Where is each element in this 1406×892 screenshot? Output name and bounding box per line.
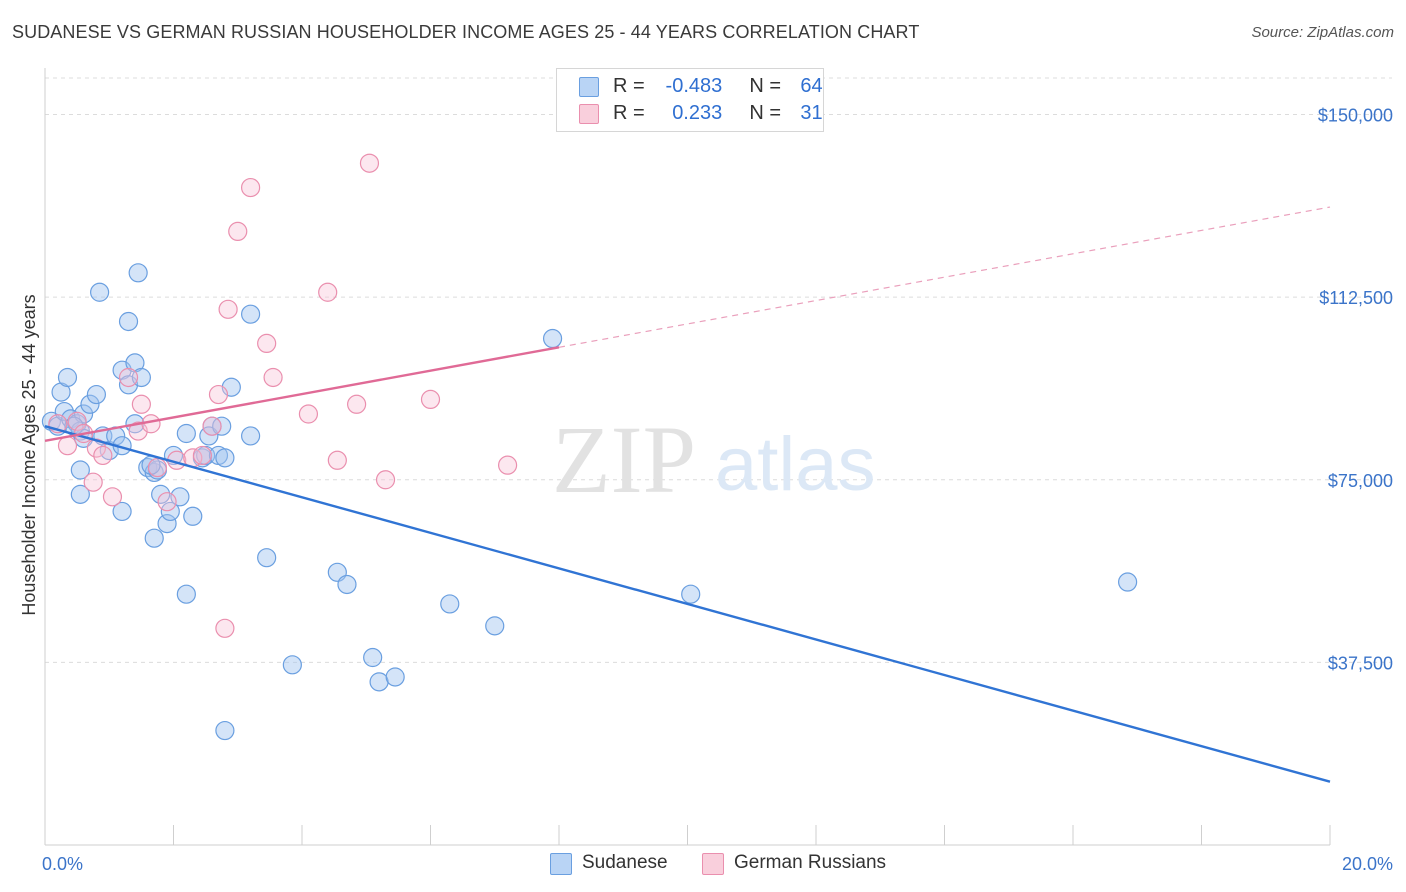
point-sudanese xyxy=(183,506,203,526)
legend-r-label: R = xyxy=(613,75,645,97)
point-sudanese xyxy=(241,304,261,324)
trend-line-german-russians xyxy=(44,346,560,442)
point-german-russians xyxy=(263,367,283,388)
point-sudanese xyxy=(681,584,701,604)
point-sudanese xyxy=(241,426,261,446)
point-sudanese xyxy=(80,394,100,414)
point-german-russians xyxy=(318,282,338,302)
point-german-russians xyxy=(208,384,229,405)
point-sudanese xyxy=(212,416,232,436)
legend-n-label: N = xyxy=(749,102,782,124)
trend-lines xyxy=(44,206,1331,783)
legend-r-label: R = xyxy=(613,102,645,124)
point-sudanese xyxy=(363,647,383,668)
correlation-legend: R = -0.483 N = 64 R = 0.233 N = 31 xyxy=(556,68,824,132)
point-german-russians xyxy=(118,367,139,388)
legend-swatch-german-russians xyxy=(579,104,599,124)
point-german-russians xyxy=(67,411,87,431)
series-label-sudanese: Sudanese xyxy=(582,852,668,873)
point-german-russians xyxy=(228,221,248,241)
y-tick-label: $112,500 xyxy=(1319,288,1393,308)
legend-swatch-sudanese xyxy=(579,77,599,97)
chart-title: SUDANESE VS GERMAN RUSSIAN HOUSEHOLDER I… xyxy=(12,22,920,42)
point-sudanese xyxy=(70,484,90,504)
y-tick-label: $75,000 xyxy=(1328,471,1393,491)
point-sudanese xyxy=(385,667,405,687)
point-german-russians xyxy=(347,394,367,414)
point-german-russians xyxy=(241,177,261,198)
point-sudanese xyxy=(485,616,505,636)
point-german-russians xyxy=(215,618,235,638)
axes xyxy=(44,68,1331,846)
point-sudanese xyxy=(70,460,90,480)
watermark: ZIP atlas xyxy=(552,406,876,513)
x-tick-label-end: 20.0% xyxy=(1342,854,1393,874)
point-german-russians xyxy=(327,450,347,470)
legend-n-label: N = xyxy=(749,75,782,97)
point-sudanese xyxy=(1118,572,1138,592)
point-sudanese xyxy=(54,401,74,422)
point-sudanese xyxy=(151,484,171,504)
point-german-russians xyxy=(57,436,78,456)
tick-labels: $37,500 $75,000 $112,500 $150,000 0.0% 20.0% xyxy=(42,106,1393,874)
legend-n-value-sudanese: 64 xyxy=(800,75,823,97)
point-sudanese xyxy=(369,672,389,692)
x-tick-label-start: 0.0% xyxy=(42,854,83,874)
point-german-russians xyxy=(218,299,238,319)
watermark-zip: ZIP xyxy=(552,406,696,513)
watermark-atlas: atlas xyxy=(715,422,876,507)
point-sudanese xyxy=(215,448,235,468)
legend-r-value-german-russians: 0.233 xyxy=(672,102,723,124)
point-sudanese xyxy=(542,328,563,349)
point-sudanese xyxy=(57,367,78,388)
point-german-russians xyxy=(147,457,168,478)
data-points xyxy=(41,153,1138,741)
y-tick-label: $37,500 xyxy=(1328,653,1393,673)
point-german-russians xyxy=(157,492,177,512)
trend-line-german-russians-extension xyxy=(558,206,1331,348)
point-german-russians xyxy=(359,153,380,173)
point-german-russians xyxy=(202,416,222,436)
point-sudanese xyxy=(176,584,196,604)
point-german-russians xyxy=(498,455,518,475)
point-german-russians xyxy=(131,394,151,414)
series-swatch-sudanese xyxy=(550,853,572,875)
legend-text-german-russians: R = 0.233 N = 31 xyxy=(613,102,823,125)
point-sudanese xyxy=(170,487,190,507)
y-tick-label: $150,000 xyxy=(1318,106,1393,126)
point-sudanese xyxy=(128,263,148,283)
point-german-russians xyxy=(86,438,107,458)
point-sudanese xyxy=(215,720,235,741)
legend-r-value-sudanese: -0.483 xyxy=(665,75,723,97)
series-label-german-russians: German Russians xyxy=(734,852,887,873)
series-swatch-german-russians xyxy=(702,853,724,875)
point-sudanese xyxy=(176,423,196,444)
point-sudanese xyxy=(90,282,110,302)
point-german-russians xyxy=(93,445,113,466)
point-german-russians xyxy=(420,389,441,410)
point-sudanese xyxy=(337,574,357,595)
legend-n-value-german-russians: 31 xyxy=(800,102,823,124)
grid-lines xyxy=(45,77,1392,663)
point-sudanese xyxy=(257,548,277,568)
point-sudanese xyxy=(118,311,139,332)
point-sudanese xyxy=(86,384,107,405)
legend-text-sudanese: R = -0.483 N = 64 xyxy=(613,75,823,98)
point-german-russians xyxy=(83,472,103,492)
trend-line-sudanese xyxy=(44,425,1331,783)
point-sudanese xyxy=(157,513,177,534)
point-german-russians xyxy=(102,487,123,507)
source-label: Source: ZipAtlas.com xyxy=(1251,24,1394,41)
point-sudanese xyxy=(282,655,302,675)
point-german-russians xyxy=(375,470,396,490)
y-axis-label: Householder Income Ages 25 - 44 years xyxy=(19,294,39,615)
point-sudanese xyxy=(440,594,460,614)
point-sudanese xyxy=(144,528,164,548)
point-sudanese xyxy=(112,501,132,522)
point-german-russians xyxy=(257,333,277,354)
point-german-russians xyxy=(298,404,319,424)
point-german-russians xyxy=(192,445,213,466)
